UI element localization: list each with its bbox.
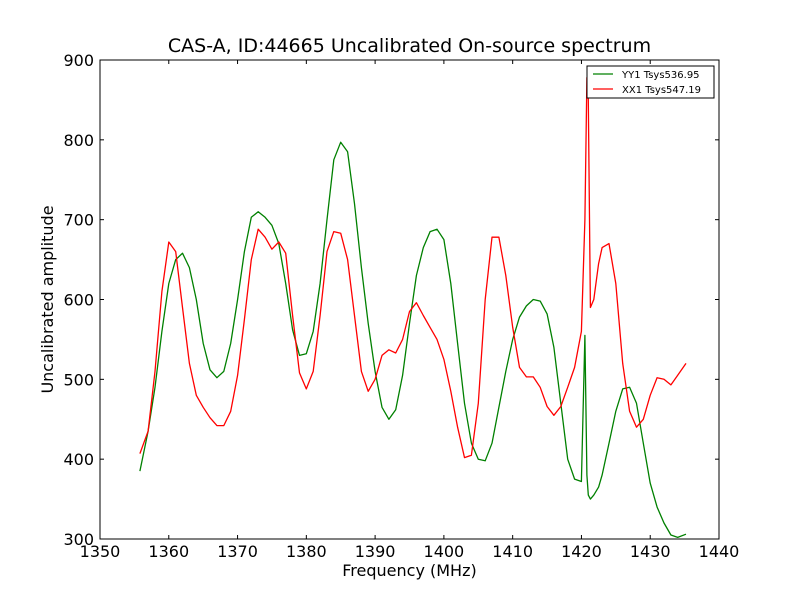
x-tick-label: 1390: [355, 542, 396, 561]
y-tick-label: 300: [63, 530, 94, 549]
plot-frame: [99, 59, 720, 540]
series-layer: [139, 76, 687, 539]
legend-label-xx1: XX1 Tsys547.19: [622, 85, 701, 96]
legend-label-yy1: YY1 Tsys536.95: [621, 70, 700, 81]
x-tick-label: 1410: [492, 542, 533, 561]
x-tick-label: 1400: [424, 542, 465, 561]
y-tick-label: 800: [63, 131, 94, 150]
legend: YY1 Tsys536.95 XX1 Tsys547.19: [586, 65, 715, 99]
x-tick-label: 1350: [80, 542, 121, 561]
x-tick-label: 1440: [699, 542, 740, 561]
chart-title: CAS-A, ID:44665 Uncalibrated On-source s…: [168, 35, 651, 57]
x-axis-title: Frequency (MHz): [342, 561, 476, 580]
y-axis-title: Uncalibrated amplitude: [38, 205, 57, 393]
x-tick-label: 1420: [561, 542, 602, 561]
y-tick-label: 400: [63, 450, 94, 469]
x-tick-label: 1370: [217, 542, 258, 561]
series-line-yy1: [139, 141, 687, 539]
y-tick-label: 700: [63, 211, 94, 230]
x-tick-label: 1430: [630, 542, 671, 561]
legend-box: [586, 65, 715, 99]
x-tick-label: 1380: [286, 542, 327, 561]
series-line-xx1: [139, 76, 687, 459]
x-tick-label: 1360: [148, 542, 189, 561]
y-tick-label: 900: [63, 51, 94, 70]
y-tick-label: 500: [63, 370, 94, 389]
tick-layer: 1350 1360 1370 1380 1390 1400 1410 1420 1430 1440…: [63, 51, 739, 561]
y-tick-label: 600: [63, 291, 94, 310]
